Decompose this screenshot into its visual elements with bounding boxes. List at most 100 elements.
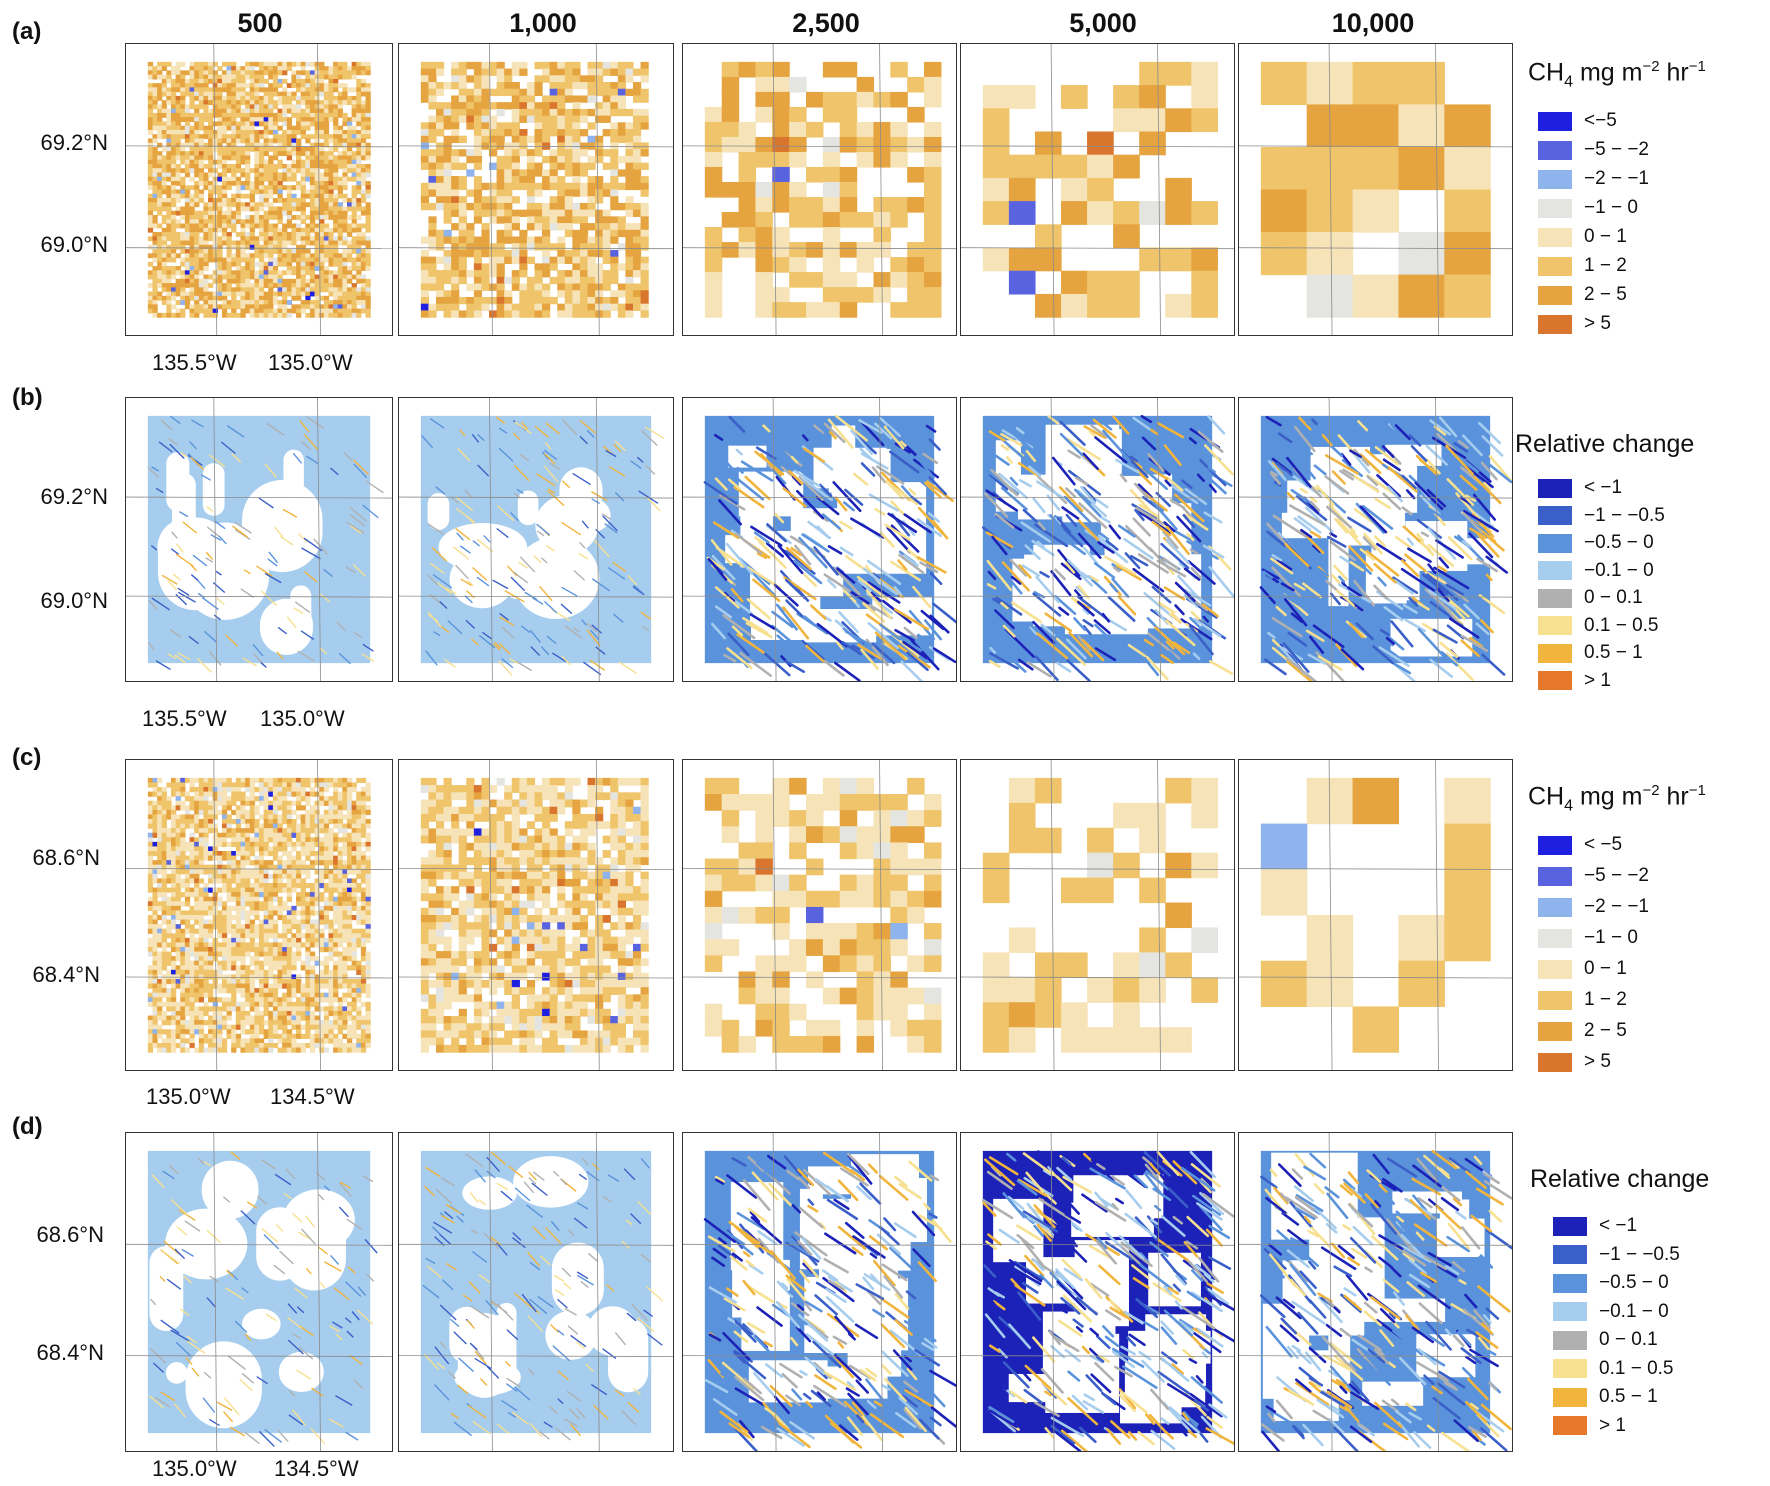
- legend-entry-d-2: −1 − −0.5: [1553, 1244, 1680, 1266]
- legend-label: < −1: [1599, 1215, 1638, 1236]
- map-panel-a-5: [1238, 43, 1513, 336]
- legend-entry-d-4: −0.1 − 0: [1553, 1301, 1669, 1323]
- legend-entry-b-1: < −1: [1538, 477, 1622, 499]
- legend-swatch: [1538, 928, 1572, 948]
- legend-label: > 1: [1584, 669, 1611, 691]
- legend-title-d: Relative change: [1530, 1165, 1710, 1193]
- lon-label-d-2: 134.5°W: [274, 1456, 359, 1481]
- legend-entry-b-5: 0 − 0.1: [1538, 587, 1643, 609]
- legend-label: > 5: [1584, 1051, 1611, 1072]
- lon-label-b-1: 135.5°W: [142, 706, 227, 731]
- legend-swatch: [1538, 897, 1572, 917]
- legend-entry-b-2: −1 − −0.5: [1538, 505, 1665, 527]
- legend-title-part: mg m: [1573, 58, 1643, 87]
- lat-label-c-2: 68.4°N: [32, 962, 100, 987]
- lat-label-a-1: 69.2°N: [40, 130, 108, 155]
- legend-title-part: CH: [1528, 782, 1565, 811]
- legend-swatch: [1538, 533, 1572, 553]
- legend-entry-d-5: 0 − 0.1: [1553, 1329, 1658, 1351]
- legend-entry-c-3: −2 − −1: [1538, 896, 1649, 918]
- legend-swatch: [1538, 835, 1572, 855]
- lat-label-c-1: 68.6°N: [32, 845, 100, 870]
- legend-swatch: [1553, 1273, 1587, 1293]
- legend-label: < −5: [1584, 834, 1623, 855]
- map-panel-d-2: [398, 1132, 674, 1452]
- legend-swatch: [1538, 198, 1572, 218]
- legend-label: −0.5 − 0: [1599, 1272, 1669, 1293]
- legend-entry-d-6: 0.1 − 0.5: [1553, 1358, 1673, 1380]
- legend-swatch: [1553, 1359, 1587, 1378]
- map-panel-a-2: [398, 43, 674, 336]
- column-header-2500: 2,500: [792, 8, 860, 38]
- legend-swatch: [1538, 256, 1572, 276]
- map-panel-b-4: [960, 397, 1235, 682]
- legend-entry-d-3: −0.5 − 0: [1553, 1272, 1669, 1294]
- legend-label: 2 − 5: [1584, 284, 1627, 305]
- column-header-500: 500: [237, 8, 283, 38]
- legend-title-b: Relative change: [1515, 430, 1695, 458]
- map-panel-d-3: [682, 1132, 957, 1452]
- legend-label: −0.1 − 0: [1599, 1300, 1669, 1322]
- lon-label-a-1: 135.5°W: [152, 350, 237, 375]
- legend-label: −1 − 0: [1584, 197, 1638, 218]
- legend-title-part: −1: [1688, 58, 1706, 75]
- legend-swatch: [1538, 643, 1572, 663]
- legend-entry-a-1: <−5: [1538, 110, 1617, 132]
- map-panel-b-5: [1238, 397, 1513, 682]
- legend-label: > 5: [1584, 313, 1611, 334]
- legend-entry-a-5: 0 − 1: [1538, 226, 1627, 248]
- lon-label-d-1: 135.0°W: [152, 1456, 237, 1481]
- legend-swatch: [1538, 169, 1572, 189]
- row-label-c: (c): [12, 744, 42, 771]
- legend-label: 0 − 1: [1584, 958, 1627, 979]
- column-header-10000: 10,000: [1331, 8, 1415, 38]
- legend-entry-a-2: −5 − −2: [1538, 139, 1649, 161]
- legend-label: −1 − −0.5: [1599, 1243, 1680, 1265]
- legend-swatch: [1538, 1052, 1572, 1072]
- legend-label: −5 − −2: [1584, 865, 1649, 886]
- column-header-1000: 1,000: [509, 8, 577, 38]
- map-panel-c-3: [682, 759, 957, 1071]
- lon-label-c-1: 135.0°W: [146, 1084, 231, 1109]
- legend-title-part: hr: [1659, 782, 1689, 811]
- legend-swatch: [1553, 1330, 1587, 1350]
- lat-label-d-2: 68.4°N: [36, 1340, 104, 1365]
- map-panel-d-4: [960, 1132, 1235, 1452]
- legend-entry-b-8: > 1: [1538, 670, 1611, 692]
- map-panel-c-5: [1238, 759, 1513, 1071]
- row-label-b: (b): [12, 384, 43, 411]
- lat-label-a-2: 69.0°N: [40, 232, 108, 257]
- legend-title-a: CH4 mg m−2 hr−1: [1528, 58, 1706, 91]
- legend-swatch: [1553, 1216, 1587, 1236]
- map-panel-a-3: [682, 43, 957, 336]
- lon-label-b-2: 135.0°W: [260, 706, 345, 731]
- legend-swatch: [1553, 1387, 1587, 1407]
- legend-entry-c-6: 1 − 2: [1538, 989, 1627, 1011]
- map-panel-c-1: [125, 759, 393, 1071]
- legend-label: −1 − 0: [1584, 927, 1638, 948]
- legend-entry-c-8: > 5: [1538, 1051, 1611, 1073]
- legend-label: −1 − −0.5: [1584, 504, 1665, 526]
- legend-swatch: [1538, 111, 1572, 131]
- map-panel-d-5: [1238, 1132, 1513, 1452]
- legend-label: −5 − −2: [1584, 139, 1649, 160]
- legend-swatch: [1553, 1302, 1587, 1321]
- legend-swatch: [1538, 588, 1572, 608]
- legend-swatch: [1538, 990, 1572, 1010]
- legend-entry-b-3: −0.5 − 0: [1538, 532, 1654, 554]
- legend-title-part: 4: [1564, 797, 1574, 815]
- legend-swatch: [1538, 959, 1572, 979]
- legend-entry-a-8: > 5: [1538, 313, 1611, 335]
- legend-entry-c-1: < −5: [1538, 834, 1622, 856]
- lat-label-b-2: 69.0°N: [40, 588, 108, 613]
- legend-entry-d-8: > 1: [1553, 1415, 1626, 1437]
- legend-entry-b-4: −0.1 − 0: [1538, 560, 1654, 582]
- legend-label: 0 − 0.1: [1584, 587, 1643, 608]
- map-panel-b-3: [682, 397, 957, 682]
- legend-entry-c-5: 0 − 1: [1538, 958, 1627, 980]
- lon-label-a-2: 135.0°W: [268, 350, 353, 375]
- legend-swatch: [1538, 561, 1572, 580]
- legend-title-part: 4: [1564, 73, 1574, 91]
- map-panel-a-1: [125, 43, 393, 336]
- legend-title-part: −2: [1642, 782, 1660, 799]
